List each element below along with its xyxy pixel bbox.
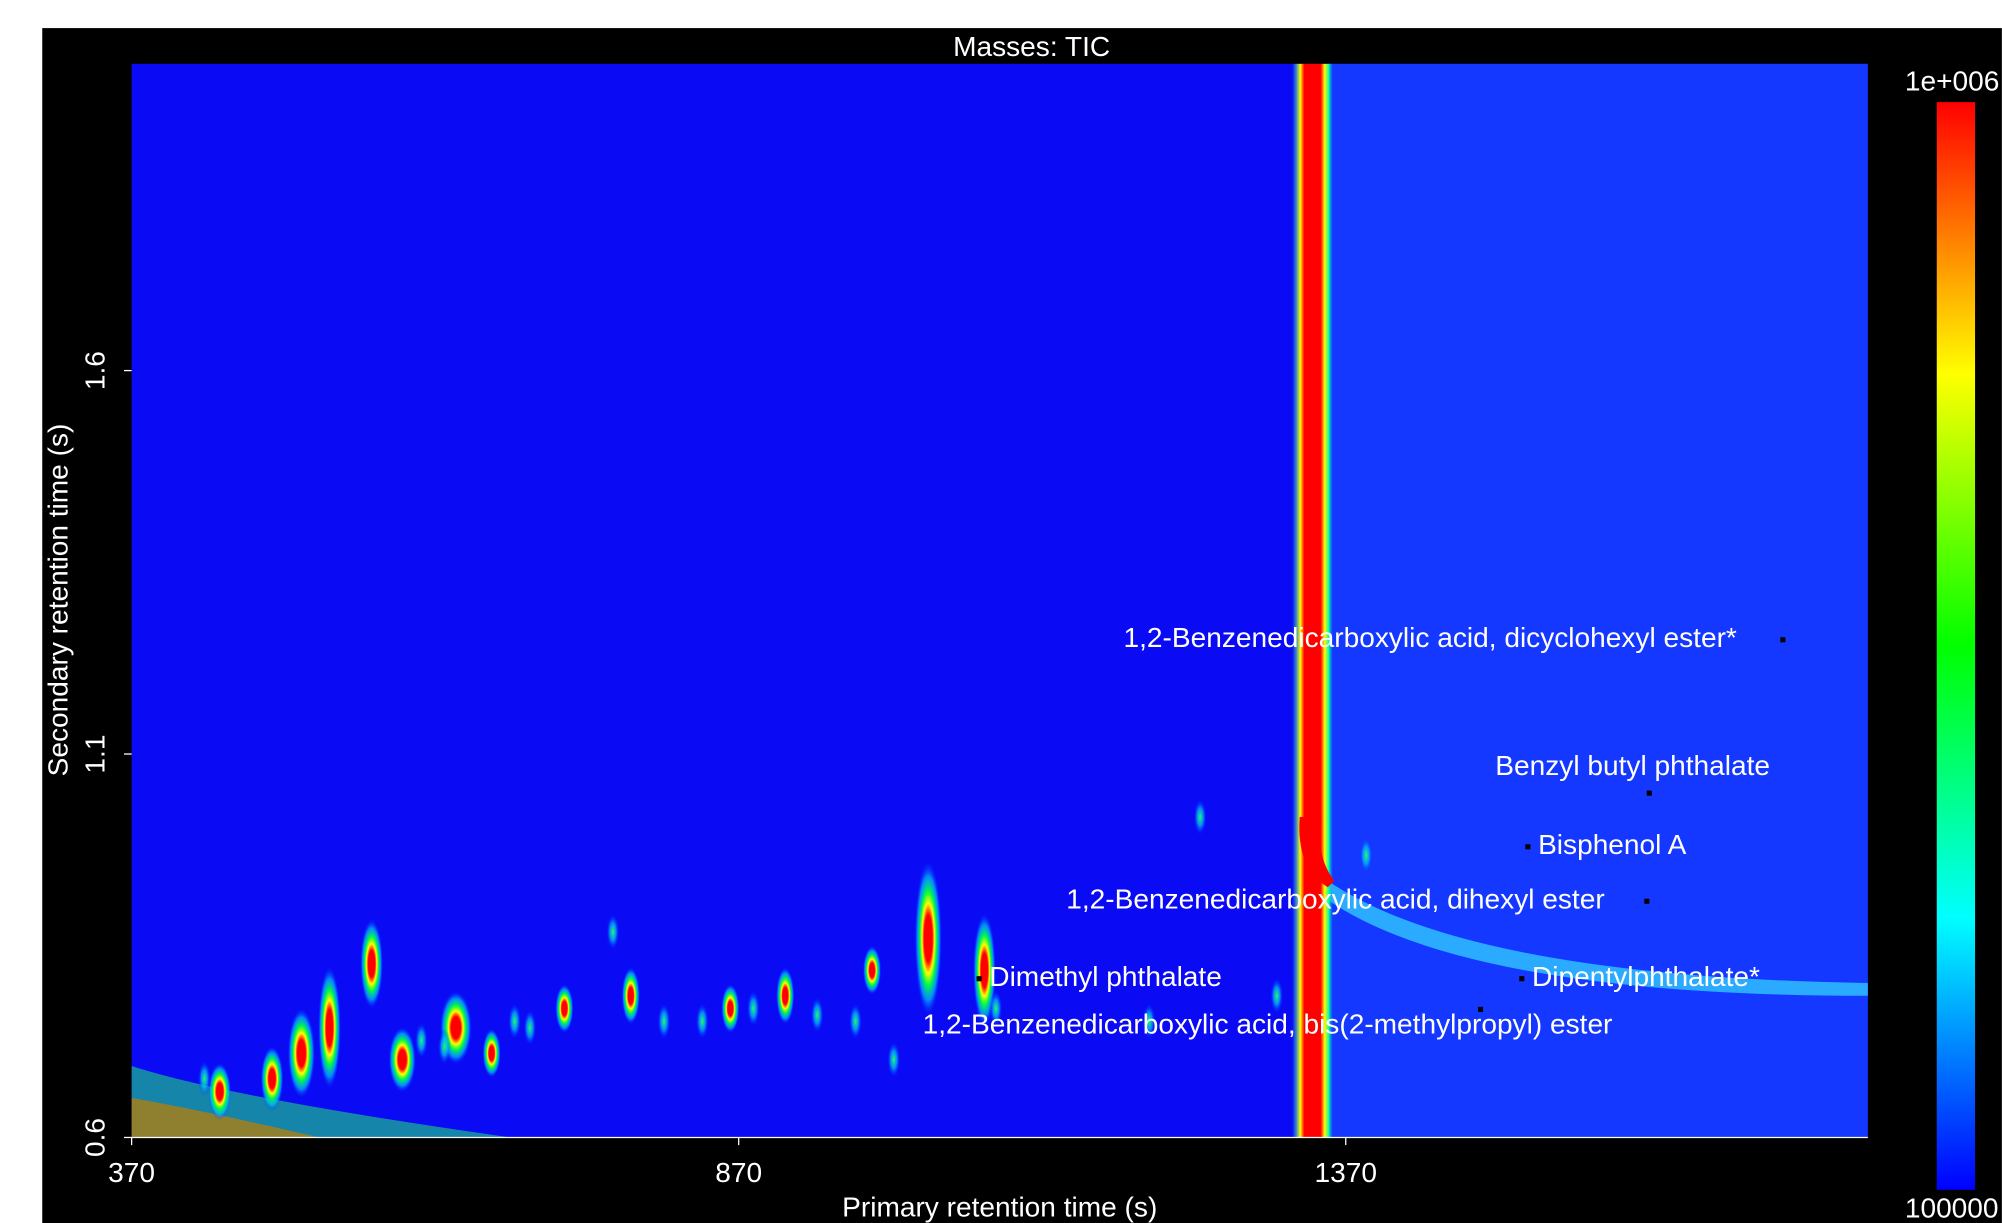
- x-tick-label: 370: [108, 1157, 155, 1188]
- colorbar: [1936, 102, 1976, 1190]
- y-axis-label: Secondary retention time (s): [43, 424, 74, 777]
- peak: [1142, 1003, 1156, 1040]
- peak-marker: [1644, 898, 1650, 904]
- peak: [388, 1026, 417, 1093]
- peak-marker: [1780, 637, 1786, 643]
- peak: [695, 1003, 709, 1040]
- peak: [1270, 977, 1284, 1014]
- peak: [482, 1028, 501, 1078]
- x-tick-label: 870: [715, 1157, 762, 1188]
- colorbar-tick-label: 100000: [1905, 1193, 1999, 1223]
- peak: [606, 914, 620, 950]
- x-axis-label: Primary retention time (s): [842, 1191, 1157, 1222]
- peak: [555, 984, 574, 1034]
- peak: [438, 1028, 451, 1065]
- peak-marker: [976, 976, 982, 982]
- peak: [198, 1060, 211, 1097]
- peak: [657, 1003, 671, 1040]
- peak-marker: [1646, 790, 1652, 796]
- heatmap-image: [131, 63, 1868, 1138]
- y-tick-label: 0.6: [80, 1118, 111, 1157]
- peak: [862, 945, 882, 995]
- peak-label: 1,2-Benzenedicarboxylic acid, dihexyl es…: [1066, 884, 1604, 915]
- peak-label: Benzyl butyl phthalate: [1495, 750, 1770, 781]
- peak: [208, 1062, 232, 1121]
- peak-label: 1,2-Benzenedicarboxylic acid, dicyclohex…: [1124, 622, 1737, 653]
- peak-marker: [1477, 1006, 1484, 1012]
- colorbar-tick-label: 1e+006: [1905, 65, 1999, 96]
- peak: [776, 967, 795, 1025]
- peak: [318, 966, 341, 1089]
- peak: [260, 1046, 284, 1112]
- peak-label: Bisphenol A: [1538, 829, 1687, 860]
- peak: [1193, 799, 1207, 835]
- peak: [523, 1009, 537, 1046]
- peak-marker: [1525, 844, 1531, 850]
- peak-label: Dipentylphthalate*: [1532, 961, 1760, 992]
- peak: [849, 1003, 862, 1040]
- peak-label: 1,2-Benzenedicarboxylic acid, bis(2-meth…: [923, 1008, 1613, 1039]
- peak-marker: [1519, 976, 1525, 982]
- peak: [415, 1022, 428, 1059]
- chart-title: Masses: TIC: [953, 31, 1110, 62]
- peak: [972, 913, 996, 1028]
- peak: [1359, 837, 1373, 874]
- peak: [810, 997, 824, 1033]
- peak: [360, 918, 384, 1009]
- peak: [914, 860, 943, 1016]
- y-tick-label: 1.1: [80, 735, 111, 774]
- y-tick-label: 1.6: [80, 351, 111, 390]
- peak: [287, 1008, 316, 1099]
- peak: [989, 990, 1003, 1027]
- peak: [621, 967, 640, 1025]
- peak-label: Dimethyl phthalate: [989, 961, 1222, 992]
- peak: [508, 1003, 521, 1040]
- x-tick-label: 1370: [1315, 1157, 1377, 1188]
- peak: [887, 1041, 901, 1078]
- peak: [746, 990, 760, 1027]
- peak: [721, 984, 740, 1034]
